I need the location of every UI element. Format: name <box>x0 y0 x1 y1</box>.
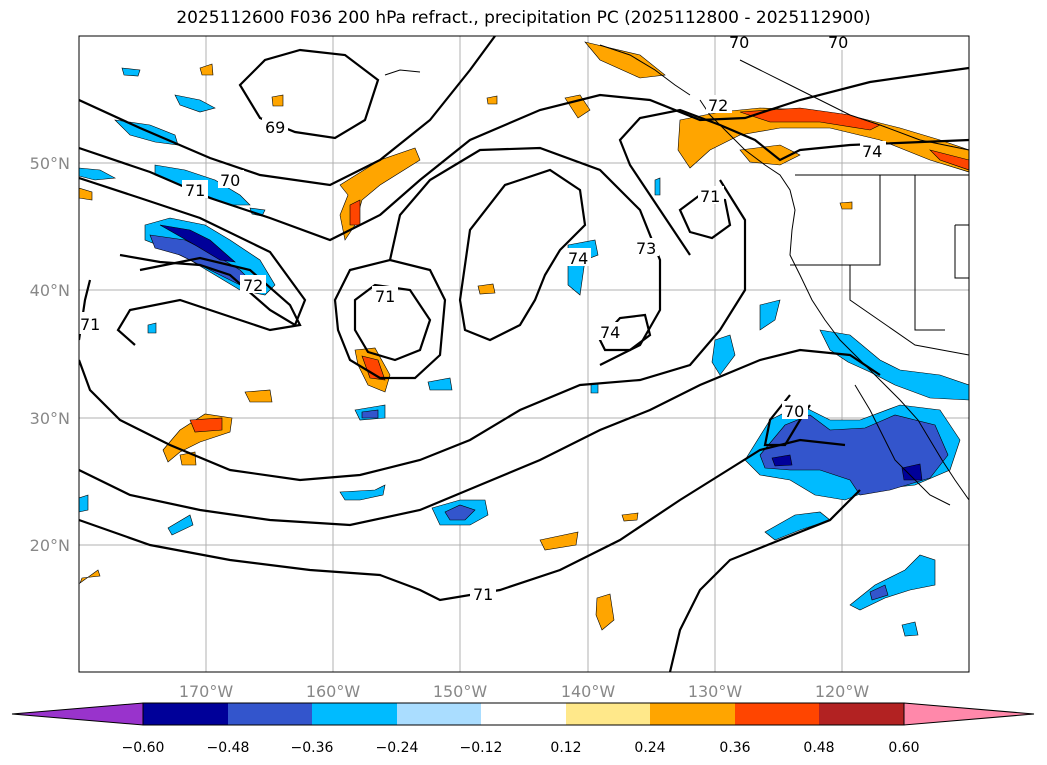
colorbar-segment <box>735 703 819 725</box>
plot-frame <box>78 35 970 673</box>
colorbar-label: 0.60 <box>888 740 919 756</box>
colorbar-label: 0.48 <box>803 740 834 756</box>
plot-area <box>79 36 969 672</box>
colorbar-label: −0.12 <box>460 740 503 756</box>
precip-positive <box>79 41 969 631</box>
colorbar-label: −0.60 <box>122 740 165 756</box>
y-tick-20n: 20°N <box>30 536 70 555</box>
colorbar-label: −0.36 <box>291 740 334 756</box>
contour-label-71e: 71 <box>80 315 100 334</box>
contour-labels: 69 70 71 72 71 71 73 74 74 74 72 70 70 <box>79 33 886 604</box>
colorbar-segment <box>143 703 228 725</box>
colorbar-segment <box>650 703 735 725</box>
contour-label-74c: 74 <box>862 142 882 161</box>
colorbar-segment <box>312 703 397 725</box>
contour-label-74b: 74 <box>600 323 620 342</box>
x-tick-140w: 140°W <box>561 682 616 701</box>
map-title: 2025112600 F036 200 hPa refract., precip… <box>176 8 871 28</box>
colorbar-extend-low <box>11 702 144 726</box>
contour-label-69: 69 <box>265 118 285 137</box>
x-tick-170w: 170°W <box>179 682 234 701</box>
colorbar-label: 0.12 <box>550 740 581 756</box>
contour-label-71: 71 <box>185 181 205 200</box>
y-tick-30n: 30°N <box>30 409 70 428</box>
y-tick-40n: 40°N <box>30 281 70 300</box>
y-tick-50n: 50°N <box>30 154 70 173</box>
contour-label-73: 73 <box>636 239 656 258</box>
y-axis-ticks: 50°N 40°N 30°N 20°N <box>30 154 70 555</box>
contour-label-70: 70 <box>220 171 240 190</box>
contour-label-71c: 71 <box>700 187 720 206</box>
contour-label-72b: 72 <box>708 96 728 115</box>
x-axis-ticks: 170°W 160°W 150°W 140°W 130°W 120°W <box>179 682 870 701</box>
x-tick-150w: 150°W <box>433 682 488 701</box>
contour-label-71b: 71 <box>375 287 395 306</box>
contour-label-70d: 70 <box>784 402 804 421</box>
contour-label-74: 74 <box>568 249 588 268</box>
colorbar-segment <box>819 703 904 725</box>
colorbar: −0.60 −0.48 −0.36 −0.24 −0.12 0.12 0.24 … <box>11 702 1035 756</box>
contour-label-72: 72 <box>243 276 263 295</box>
colorbar-segment <box>228 703 312 725</box>
colorbar-extend-high <box>903 702 1035 726</box>
colorbar-label: 0.36 <box>719 740 750 756</box>
contour-label-70c: 70 <box>828 33 848 52</box>
coastlines <box>384 44 969 506</box>
colorbar-segment <box>397 703 481 725</box>
x-tick-160w: 160°W <box>306 682 361 701</box>
contour-label-71d: 71 <box>473 585 493 604</box>
x-tick-120w: 120°W <box>815 682 870 701</box>
colorbar-segment <box>566 703 650 725</box>
contour-label-70b: 70 <box>729 33 749 52</box>
colorbar-label: −0.48 <box>207 740 250 756</box>
colorbar-label: −0.24 <box>376 740 419 756</box>
x-tick-130w: 130°W <box>688 682 743 701</box>
colorbar-label: 0.24 <box>634 740 665 756</box>
colorbar-segment <box>481 703 566 725</box>
